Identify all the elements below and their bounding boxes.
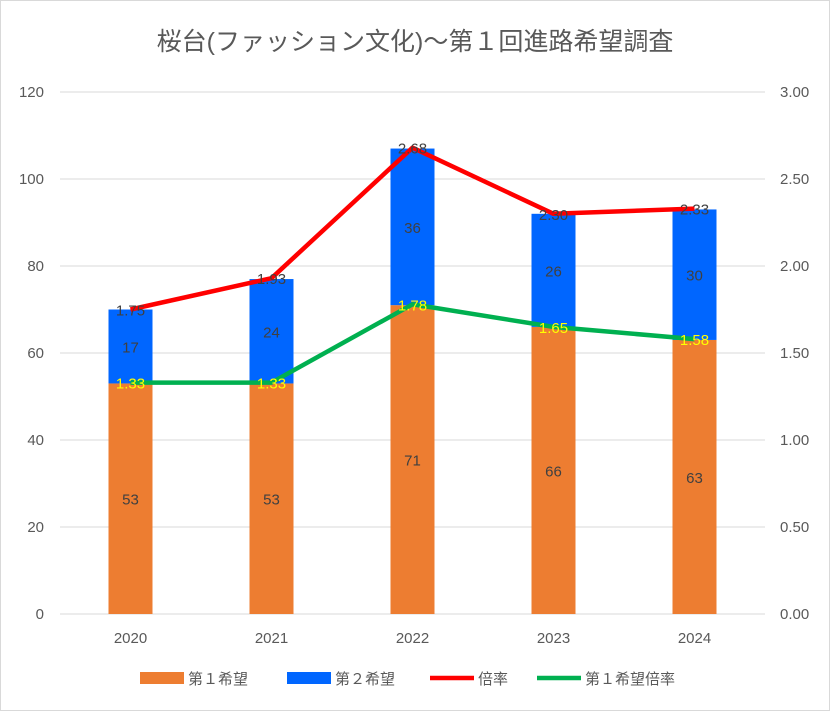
x-tick-label: 2021 [255, 630, 288, 647]
line-data-label: 1.33 [116, 376, 145, 393]
y2-tick-label: 2.00 [780, 258, 809, 275]
y2-tick-label: 1.50 [780, 345, 809, 362]
bar-2 [249, 279, 294, 384]
y-tick-label: 0 [36, 606, 44, 623]
bar-1 [249, 383, 294, 614]
y-tick-label: 60 [27, 345, 44, 362]
bar-data-label: 30 [686, 268, 703, 285]
bar-data-label: 66 [545, 463, 562, 480]
line-data-label: 1.33 [257, 376, 286, 393]
y2-tick-label: 2.50 [780, 171, 809, 188]
bar-data-label: 71 [404, 453, 421, 470]
line-data-label: 2.33 [680, 202, 709, 219]
line-data-label: 1.58 [680, 332, 709, 349]
bar-1 [531, 326, 576, 614]
legend-label: 倍率 [478, 671, 508, 688]
bar-data-label: 53 [263, 492, 280, 509]
bar-data-label: 36 [404, 220, 421, 237]
x-tick-label: 2024 [678, 630, 711, 647]
y-tick-label: 20 [27, 519, 44, 536]
y2-tick-label: 1.00 [780, 432, 809, 449]
bar-2 [390, 148, 435, 306]
line-data-label: 2.68 [398, 141, 427, 158]
line-data-label: 1.93 [257, 271, 286, 288]
y2-tick-label: 3.00 [780, 84, 809, 101]
bar-1 [672, 339, 717, 614]
line-data-label: 1.65 [539, 320, 568, 337]
bar-data-label: 53 [122, 492, 139, 509]
chart-title: 桜台(ファッション文化)〜第１回進路希望調査 [157, 28, 674, 56]
x-tick-label: 2022 [396, 630, 429, 647]
y-tick-label: 100 [19, 171, 44, 188]
y-tick-label: 40 [27, 432, 44, 449]
y-tick-label: 120 [19, 84, 44, 101]
legend-label: 第１希望倍率 [585, 670, 675, 688]
line-data-label: 2.30 [539, 207, 568, 224]
line-data-label: 1.75 [116, 303, 145, 320]
line-data-label: 1.78 [398, 297, 427, 314]
bar-data-label: 17 [122, 339, 139, 356]
bar-2 [531, 213, 576, 327]
y2-tick-label: 0.50 [780, 519, 809, 536]
bar-1 [108, 383, 153, 614]
x-tick-label: 2023 [537, 630, 570, 647]
bar-data-label: 26 [545, 263, 562, 280]
bar-data-label: 63 [686, 470, 703, 487]
legend-swatch [140, 672, 184, 684]
legend-label: 第１希望 [188, 670, 248, 688]
bar-2 [108, 309, 153, 384]
legend-label: 第２希望 [335, 670, 395, 688]
bar-1 [390, 305, 435, 614]
y2-tick-label: 0.00 [780, 606, 809, 623]
bar-2 [672, 209, 717, 340]
legend-swatch [287, 672, 331, 684]
bar-data-label: 24 [263, 324, 280, 341]
x-tick-label: 2020 [114, 630, 147, 647]
y-tick-label: 80 [27, 258, 44, 275]
